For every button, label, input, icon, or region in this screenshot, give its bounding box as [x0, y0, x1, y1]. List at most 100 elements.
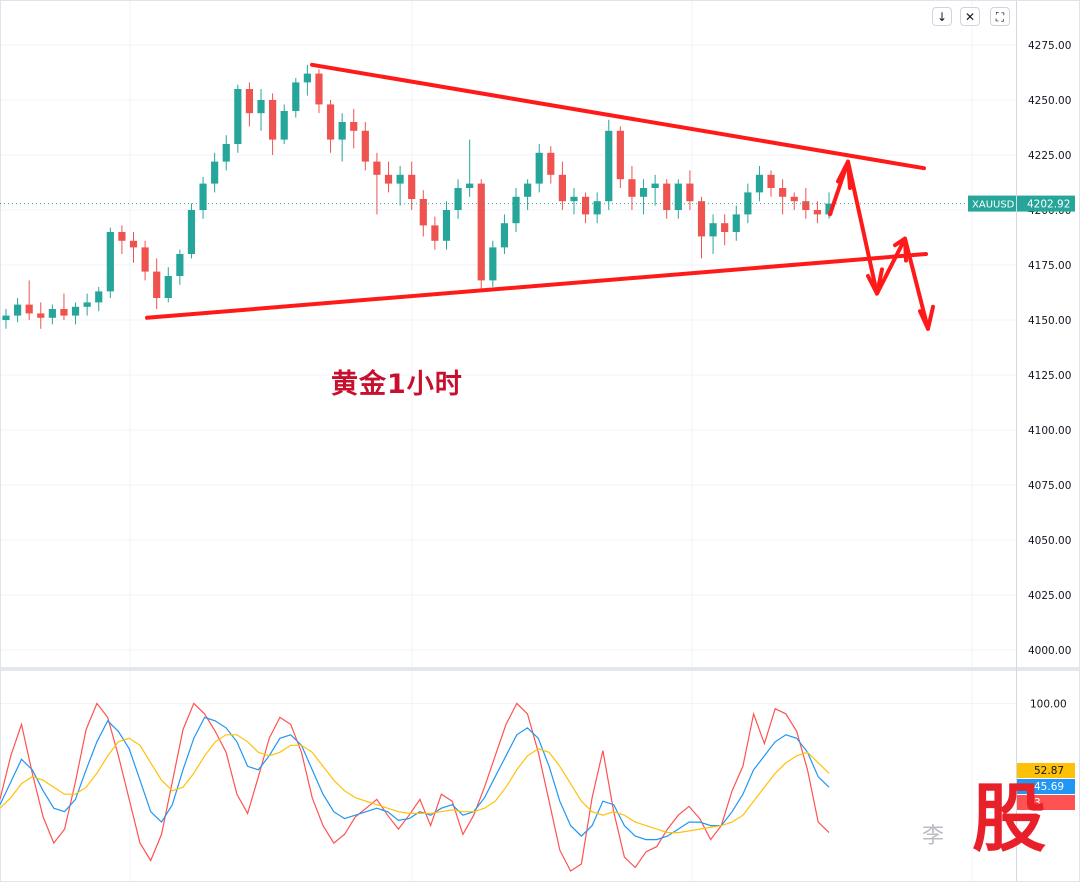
- candle-body: [234, 89, 242, 144]
- projection-arrowhead: [918, 304, 935, 331]
- candle-body: [605, 130, 613, 202]
- candle-body: [779, 188, 787, 197]
- candle-body: [686, 183, 694, 202]
- candle-body: [361, 130, 369, 162]
- symbol-label: XAUUSD: [972, 200, 1015, 211]
- symbol-badge: [968, 195, 1016, 212]
- upper-trendline: [310, 62, 926, 171]
- projection-path: [828, 159, 930, 331]
- price-tick-label: 4000.00: [1028, 645, 1071, 657]
- candle-body: [211, 161, 219, 184]
- candle-body: [535, 152, 543, 184]
- projection-arrowhead: [836, 159, 852, 190]
- oscillator-readout-badge: [1017, 795, 1075, 810]
- candle-body: [431, 225, 439, 241]
- candle-body: [222, 144, 230, 162]
- candle-body: [813, 210, 822, 215]
- candle-body: [674, 183, 682, 210]
- candle-body: [744, 192, 752, 215]
- price-tick-label: 4150.00: [1028, 315, 1071, 327]
- fullscreen-icon[interactable]: ⛶: [990, 7, 1010, 26]
- oscillator-tick-label: 100.00: [1030, 698, 1067, 710]
- candle-body: [25, 304, 33, 314]
- candle-body: [639, 188, 648, 197]
- candle-body: [581, 196, 590, 215]
- price-tick-label: 4175.00: [1028, 260, 1071, 272]
- price-tick-label: 4050.00: [1028, 535, 1071, 547]
- scroll-down-icon[interactable]: ↓: [932, 7, 952, 26]
- oscillator-readout: 45.69: [1034, 781, 1064, 793]
- price-tick-label: 4100.00: [1028, 425, 1071, 437]
- watermark-logo: 股: [972, 776, 1046, 862]
- oscillator-line-2: [0, 734, 830, 834]
- candle-body: [245, 89, 254, 114]
- lower-trendline: [145, 252, 928, 320]
- candle-body: [593, 201, 601, 215]
- candle-body: [350, 122, 358, 131]
- candle-body: [315, 73, 323, 105]
- price-tick-label: 4025.00: [1028, 590, 1071, 602]
- candle-body: [454, 188, 462, 210]
- price-tick-label: 4250.00: [1028, 95, 1071, 107]
- candle-body: [187, 210, 196, 254]
- candle-body: [697, 201, 706, 237]
- candle-body: [500, 223, 509, 248]
- candlestick-series: [0, 64, 1016, 329]
- candle-body: [257, 100, 265, 114]
- oscillator-readout-badge: [1017, 763, 1075, 778]
- oscillator-series: [0, 702, 830, 872]
- candle-body: [13, 304, 22, 316]
- candle-body: [106, 232, 114, 292]
- candle-body: [663, 183, 671, 210]
- candle-body: [118, 232, 126, 241]
- projection-arrowhead: [866, 267, 884, 296]
- chart-title: 黄金1小时: [331, 369, 463, 400]
- candle-body: [524, 183, 532, 197]
- price-tick-label: 4125.00: [1028, 370, 1071, 382]
- oscillator-line-0: [0, 702, 830, 872]
- oscillator-line-1: [0, 716, 830, 841]
- candle-body: [164, 276, 172, 298]
- candle-body: [95, 291, 103, 303]
- candle-body: [512, 196, 520, 224]
- candle-body: [396, 174, 404, 184]
- candle-body: [616, 130, 624, 180]
- oscillator-readout-badge: [1017, 779, 1075, 794]
- candle-body: [570, 196, 578, 202]
- last-price-label: 4202.92: [1027, 199, 1070, 211]
- price-axis: 4275.004250.004225.004200.004175.004150.…: [968, 40, 1075, 810]
- candle-body: [802, 201, 810, 210]
- candle-body: [721, 223, 729, 232]
- candle-body: [280, 111, 288, 140]
- candle-body: [48, 309, 56, 318]
- candle-body: [129, 240, 138, 248]
- oscillator-readout: 3: [1034, 797, 1041, 809]
- price-tick-label: 4075.00: [1028, 480, 1071, 492]
- candle-body: [141, 247, 149, 272]
- candle-body: [419, 199, 427, 226]
- candle-body: [651, 183, 659, 188]
- candle-body: [558, 174, 566, 202]
- candle-body: [489, 247, 497, 281]
- candle-body: [732, 214, 740, 232]
- candle-body: [326, 104, 335, 140]
- candle-body: [37, 313, 45, 318]
- candle-body: [547, 152, 555, 175]
- candle-body: [755, 174, 764, 193]
- price-tick-label: 4225.00: [1028, 150, 1071, 162]
- candle-body: [269, 100, 277, 140]
- candle-body: [408, 174, 416, 199]
- candle-body: [628, 179, 636, 197]
- candle-body: [466, 183, 474, 188]
- candle-body: [153, 271, 161, 298]
- candle-body: [83, 302, 91, 307]
- collapse-icon[interactable]: ✕: [960, 7, 980, 26]
- candle-body: [303, 73, 311, 83]
- candle-body: [199, 183, 207, 210]
- pane-separator: [0, 667, 1080, 671]
- candle-body: [709, 223, 717, 237]
- candle-body: [477, 183, 485, 281]
- candle-body: [790, 196, 798, 202]
